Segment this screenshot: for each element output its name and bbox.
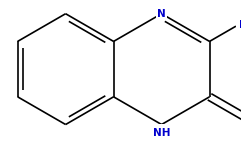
Text: NH: NH (153, 128, 170, 138)
Text: NHMe: NHMe (239, 20, 241, 30)
FancyBboxPatch shape (236, 21, 241, 31)
FancyBboxPatch shape (156, 9, 167, 19)
FancyBboxPatch shape (154, 124, 169, 134)
Text: N: N (157, 9, 166, 19)
